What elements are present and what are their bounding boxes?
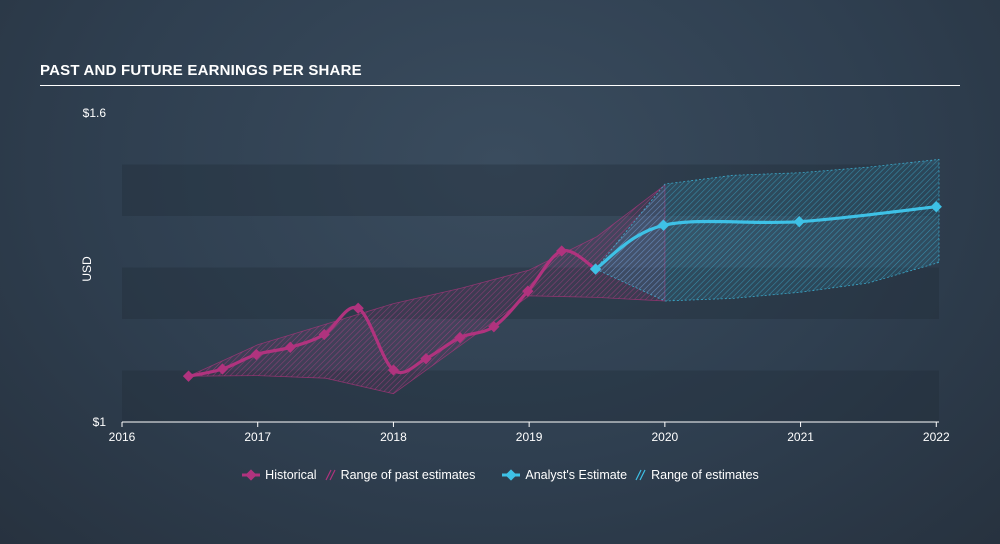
axes: 2016 2017 2018 2019 2020 2021 2022 $1 $1.6 [83, 106, 950, 444]
legend: Historical Range of past estimates Analy… [0, 468, 1000, 482]
y-axis-label: USD [80, 256, 94, 282]
band-5 [122, 370, 939, 422]
historical-point-10 [522, 285, 534, 297]
future-range-legend-icon [635, 469, 646, 481]
analyst-s-estimate-line [594, 205, 938, 271]
x-tick-label-2018: 2018 [380, 430, 407, 444]
legend-label-historical: Historical [265, 468, 317, 482]
x-tick-label-2022: 2022 [923, 430, 950, 444]
past-range-legend-icon [325, 469, 336, 481]
legend-item-past-range[interactable]: Range of past estimates [325, 468, 476, 482]
estimate-legend-icon [502, 469, 521, 481]
chart-title: PAST AND FUTURE EARNINGS PER SHARE [40, 62, 362, 79]
x-tick-label-2021: 2021 [787, 430, 814, 444]
historical-point-5 [352, 302, 364, 314]
x-tick-label-2017: 2017 [244, 430, 271, 444]
historical-legend-icon [242, 469, 261, 481]
legend-item-estimate[interactable]: Analyst's Estimate [501, 468, 627, 482]
historical-point-2 [250, 348, 263, 361]
legend-label-future-range: Range of estimates [651, 468, 759, 482]
historical-point-4 [318, 328, 330, 341]
x-tick-label-2020: 2020 [652, 430, 679, 444]
x-tick-label-2019: 2019 [516, 430, 543, 444]
x-tick-label-2016: 2016 [109, 430, 136, 444]
legend-item-future-range[interactable]: Range of estimates [635, 468, 759, 482]
analyst-s-estimate-point-1 [657, 219, 670, 231]
historical-point-8 [454, 331, 466, 344]
historical-point-6 [387, 364, 400, 376]
future-estimates-range [594, 158, 940, 302]
legend-label-estimate: Analyst's Estimate [525, 468, 628, 482]
y-tick-label-0: $1 [93, 415, 107, 429]
series-points [182, 201, 942, 382]
legend-item-historical[interactable]: Historical [241, 468, 317, 482]
title-divider [40, 85, 960, 86]
legend-label-past-range: Range of past estimates [340, 468, 476, 482]
analyst-s-estimate-point-3 [930, 201, 942, 213]
historical-point-0 [182, 370, 195, 382]
historical-point-3 [284, 341, 296, 353]
historical-point-7 [420, 353, 432, 365]
y-tick-label-1: $1.6 [83, 106, 107, 120]
analyst-s-estimate-point-2 [793, 216, 805, 228]
historical-point-9 [488, 321, 500, 333]
historical-point-1 [216, 363, 229, 375]
